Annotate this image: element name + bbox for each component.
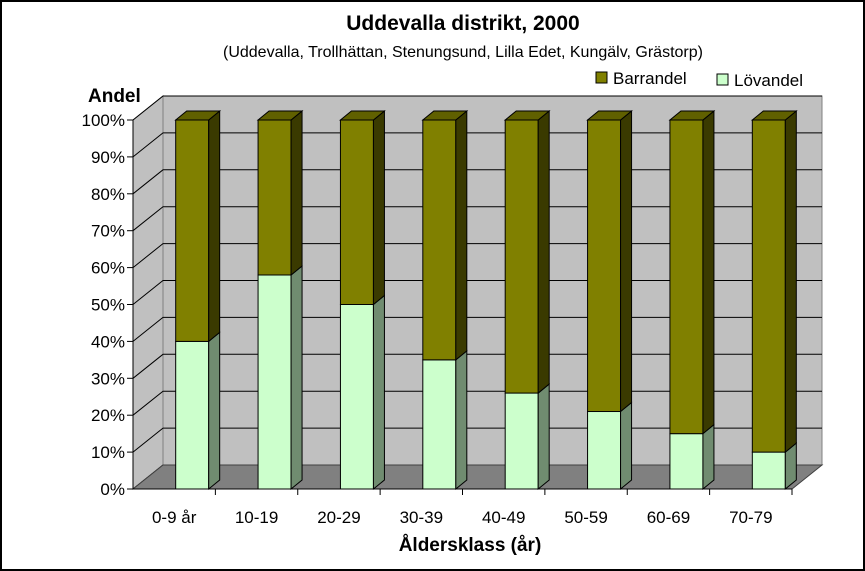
bar-lövandel <box>669 423 715 491</box>
bar-lövandel <box>751 442 797 491</box>
bar-front <box>175 119 210 342</box>
bar-side <box>537 109 550 395</box>
y-tick-label: 40% <box>91 332 125 351</box>
bar-side <box>620 401 633 491</box>
bar-side <box>537 383 550 491</box>
bar-front <box>587 411 622 490</box>
bar-front <box>669 119 704 435</box>
y-axis-title: Andel <box>88 86 141 107</box>
bar-barrandel <box>339 109 386 306</box>
plot-wall <box>132 94 823 491</box>
chart-subtitle: (Uddevalla, Trollhättan, Stenungsund, Li… <box>223 44 703 61</box>
bar-lövandel <box>257 264 303 491</box>
x-axis-ticks: 0-9 år 10-19 20-29 30-39 40-49 50-59 60-69 70-7… <box>133 488 793 527</box>
bar-top <box>421 110 469 121</box>
bar-top <box>586 110 633 121</box>
bar-barrandel <box>421 109 469 361</box>
bar-front <box>339 119 374 305</box>
bar-barrandel <box>750 109 798 454</box>
bar-lövandel <box>422 349 468 491</box>
y-tick-label: 100% <box>82 111 125 130</box>
legend-label-barrandel: Barrandel <box>613 69 687 88</box>
bar-front <box>257 274 292 490</box>
bar-side <box>208 109 221 343</box>
gridline <box>132 95 822 121</box>
floor <box>131 464 824 490</box>
bar-side <box>455 349 468 491</box>
x-tick-label: 20-29 <box>317 508 360 527</box>
bar-top <box>750 110 798 121</box>
bar-front <box>751 119 786 453</box>
bar-side <box>290 264 303 491</box>
bar-top <box>668 110 716 121</box>
bar-side <box>372 294 385 491</box>
x-tick-label: 10-19 <box>235 508 278 527</box>
x-tick-label: 70-79 <box>729 508 772 527</box>
bar-front <box>504 392 539 490</box>
x-tick-label: 50-59 <box>564 508 607 527</box>
bar-top <box>339 110 386 121</box>
bar-front <box>257 119 292 276</box>
bar-side <box>455 109 468 361</box>
y-tick-label: 0% <box>100 480 125 499</box>
bar-front <box>175 340 210 490</box>
bar-barrandel <box>668 109 716 435</box>
bar-side <box>702 423 715 491</box>
y-tick-label: 60% <box>91 259 125 278</box>
legend: Barrandel Lövandel <box>595 69 803 90</box>
bar-side <box>208 331 221 491</box>
bar-front <box>422 359 457 490</box>
bar-front <box>339 304 374 490</box>
bar-barrandel <box>503 109 551 395</box>
bar-side <box>784 109 797 454</box>
x-axis-title: Åldersklass (år) <box>399 535 542 556</box>
y-tick-label: 10% <box>91 443 125 462</box>
y-tick-label: 70% <box>91 222 125 241</box>
bar-side <box>702 109 715 435</box>
bar-front <box>504 119 539 394</box>
bar-side <box>620 109 633 413</box>
x-tick-label: 40-49 <box>482 508 525 527</box>
bar-front <box>669 433 704 490</box>
y-tick-label: 80% <box>91 185 125 204</box>
bar-lövandel <box>504 383 550 491</box>
y-axis-ticks: 0% 10% 20% 30% 40% 50% 60% 70% 80% 90% 100% <box>82 111 134 499</box>
x-tick-label: 60-69 <box>647 508 690 527</box>
bar-side <box>372 109 385 306</box>
legend-swatch-lövandel <box>716 73 729 86</box>
bar-lövandel <box>339 294 385 491</box>
bar-front <box>587 119 622 413</box>
bar-barrandel <box>586 109 633 413</box>
y-tick-label: 50% <box>91 296 125 315</box>
plot-floor <box>131 464 824 490</box>
y-tick-label: 90% <box>91 148 125 167</box>
bar-top <box>503 110 551 121</box>
bar-top <box>256 110 304 121</box>
bar-barrandel <box>174 109 222 343</box>
bar-barrandel <box>256 109 304 277</box>
legend-swatch-barrandel <box>595 71 608 84</box>
bar-top <box>174 110 222 121</box>
bar-lövandel <box>587 401 633 491</box>
y-tick-label: 20% <box>91 406 125 425</box>
chart-title: Uddevalla distrikt, 2000 <box>346 12 579 35</box>
legend-label-lövandel: Lövandel <box>734 71 803 90</box>
bars <box>174 109 798 491</box>
bar-lövandel <box>175 331 221 491</box>
bar-front <box>751 451 786 490</box>
bar-front <box>422 119 457 361</box>
y-tick-label: 30% <box>91 369 125 388</box>
bar-side <box>290 109 303 277</box>
x-tick-label: 0-9 år <box>152 508 197 527</box>
x-tick-label: 30-39 <box>400 508 443 527</box>
